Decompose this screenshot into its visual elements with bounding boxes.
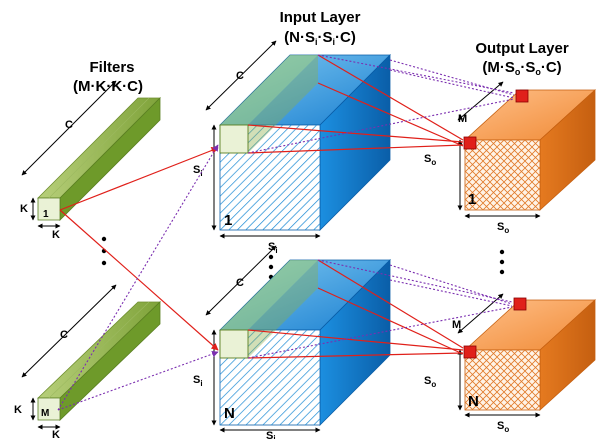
input-1-to-output-connections	[247, 54, 515, 154]
filter-m-index: M	[41, 408, 49, 419]
output-1-front-pixel	[463, 136, 477, 150]
output-1-back-pixel	[515, 89, 529, 103]
output-n-width-label: So	[497, 420, 509, 434]
filter-m: C K K M	[14, 284, 161, 439]
output-layer-header: Output Layer (M·So·So·C)	[475, 40, 569, 77]
output-n-index: N	[468, 393, 479, 410]
output-ellipsis	[499, 249, 505, 275]
filter-1-k-width-label: K	[52, 229, 60, 241]
filters-dims: (M·K·K·C)	[73, 78, 143, 95]
output-cube-1: M So So 1	[424, 81, 597, 235]
input-n-c-label: C	[236, 277, 244, 289]
input-1-height-label: Si	[193, 164, 203, 178]
input-n-index: N	[224, 405, 235, 422]
input-layer-header: Input Layer (N·Si·Si·C)	[280, 9, 361, 47]
filters-title: Filters	[89, 59, 134, 76]
filter-1-connections	[59, 147, 219, 351]
input-1-index: 1	[224, 212, 232, 229]
output-1-height-label: So	[424, 153, 436, 167]
filter-m-connections	[57, 144, 219, 411]
filter-1-k-height-label: K	[20, 203, 28, 215]
filter-1-c-label: C	[65, 119, 73, 131]
output-layer-title: Output Layer	[475, 40, 569, 57]
filter-1: C K K 1	[20, 80, 161, 241]
input-ellipsis	[268, 254, 274, 280]
output-1-width-label: So	[497, 221, 509, 235]
filter-m-c-label: C	[60, 329, 68, 341]
input-n-to-output-connections	[247, 259, 513, 359]
input-cube-n: C Si Si N	[193, 245, 391, 439]
output-n-front-pixel	[463, 345, 477, 359]
input-cube-1: C Si Si 1	[193, 40, 391, 255]
filter-1-index: 1	[43, 209, 49, 220]
output-1-index: 1	[468, 191, 476, 208]
output-n-height-label: So	[424, 375, 436, 389]
filter-m-k-width-label: K	[52, 429, 60, 439]
output-cube-n: M So So N	[424, 293, 597, 434]
input-n-height-label: Si	[193, 374, 203, 388]
filter-m-k-height-label: K	[14, 404, 22, 416]
input-layer-title: Input Layer	[280, 9, 361, 26]
input-layer-dims: (N·Si·Si·C)	[284, 29, 356, 47]
output-n-m-label: M	[452, 319, 461, 331]
input-n-width-label: Si	[266, 430, 276, 439]
output-n-back-pixel	[513, 297, 527, 311]
output-layer-dims: (M·So·So·C)	[482, 59, 561, 77]
input-1-c-label: C	[236, 70, 244, 82]
output-1-m-label: M	[458, 113, 467, 125]
